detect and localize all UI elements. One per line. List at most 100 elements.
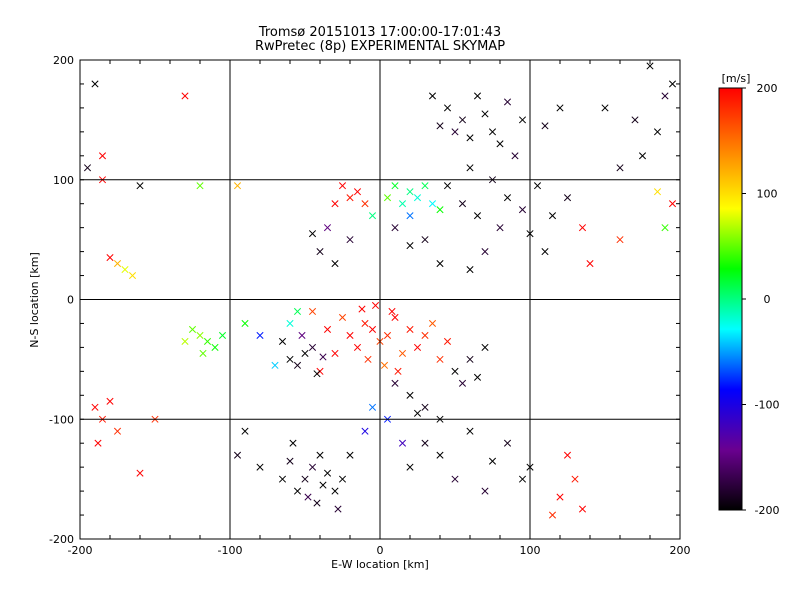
data-point-cross <box>398 349 407 357</box>
data-point-cross <box>199 349 207 357</box>
data-point-cross <box>358 305 366 313</box>
data-point-cross <box>466 164 474 172</box>
data-point-cross <box>346 194 354 202</box>
data-point-cross <box>391 182 399 190</box>
data-point-cross <box>413 194 422 202</box>
data-point-cross <box>256 463 264 471</box>
x-tick-label: -100 <box>218 544 243 557</box>
data-point-cross <box>436 260 444 268</box>
data-point-cross <box>578 505 587 513</box>
y-tick-label: 200 <box>53 54 74 67</box>
data-point-cross <box>383 194 392 202</box>
data-point-cross <box>638 152 647 160</box>
data-point-cross <box>121 266 129 274</box>
data-point-cross <box>556 493 564 501</box>
data-point-cross <box>293 361 302 369</box>
data-point-cross <box>181 337 189 345</box>
data-point-cross <box>256 331 264 339</box>
data-point-cross <box>406 188 414 196</box>
data-point-cross <box>371 301 380 310</box>
data-point-cross <box>346 451 354 459</box>
data-point-cross <box>301 475 309 483</box>
data-point-cross <box>241 427 249 435</box>
data-point-cross <box>451 128 459 136</box>
data-point-cross <box>388 307 396 316</box>
data-point-cross <box>293 487 302 495</box>
data-point-cross <box>451 367 459 375</box>
data-point-cross <box>428 200 437 208</box>
data-point-cross <box>391 313 399 322</box>
plot-frame <box>79 59 681 540</box>
y-tick-label: 100 <box>53 174 74 187</box>
data-point-cross <box>368 325 377 333</box>
data-point-cross <box>653 188 662 196</box>
data-point-cross <box>323 224 332 232</box>
data-point-cross <box>413 409 422 417</box>
data-point-cross <box>323 469 332 477</box>
data-point-cross <box>668 200 677 208</box>
data-point-cross <box>106 254 114 262</box>
data-point-cross <box>481 110 489 118</box>
data-point-cross <box>458 200 467 208</box>
colorbar-tick-label: 200 <box>757 82 778 95</box>
data-point-cross <box>496 140 504 148</box>
data-point-cross <box>91 80 99 88</box>
data-point-cross <box>361 427 369 435</box>
data-point-cross <box>391 224 399 232</box>
data-point-cross <box>518 116 527 124</box>
data-point-cross <box>298 331 306 339</box>
data-point-cross <box>398 439 407 447</box>
data-point-cross <box>518 475 527 483</box>
x-tick-label: 100 <box>520 544 541 557</box>
data-point-cross <box>278 337 287 345</box>
data-point-cross <box>308 463 317 471</box>
data-point-cross <box>391 379 399 387</box>
colorbar-label: [m/s] <box>722 72 751 85</box>
data-point-cross <box>338 182 347 190</box>
y-tick-label: -200 <box>49 533 74 546</box>
data-point-cross <box>466 355 474 363</box>
data-point-cross <box>556 104 564 112</box>
data-point-cross <box>319 481 327 489</box>
data-point-cross <box>308 230 317 238</box>
data-point-cross <box>368 403 377 411</box>
data-point-cross <box>113 260 122 268</box>
data-point-cross <box>304 493 312 501</box>
data-point-cross <box>83 164 92 172</box>
data-point-cross <box>346 331 354 339</box>
data-point-cross <box>421 236 429 244</box>
data-point-cross <box>443 104 452 112</box>
data-point-cross <box>443 337 452 345</box>
data-point-cross <box>436 451 444 459</box>
data-point-cross <box>289 439 297 447</box>
data-point-cross <box>211 343 219 351</box>
data-point-cross <box>563 451 572 459</box>
data-point-cross <box>421 182 429 190</box>
data-point-cross <box>218 331 227 339</box>
data-point-cross <box>668 80 677 88</box>
data-point-cross <box>380 361 389 369</box>
data-point-cross <box>271 361 279 369</box>
data-point-cross <box>481 343 489 351</box>
colorbar-tick-label: -200 <box>755 504 780 517</box>
data-point-cross <box>511 152 519 160</box>
data-point-cross <box>316 451 324 459</box>
data-point-cross <box>233 451 242 459</box>
data-point-cross <box>451 475 459 483</box>
chart-subtitle: RwPretec (8p) EXPERIMENTAL SKYMAP <box>255 39 505 54</box>
x-tick-label: 200 <box>670 544 691 557</box>
data-point-cross <box>136 469 144 477</box>
data-point-cross <box>361 319 369 328</box>
chart-title: Tromsø 20151013 17:00:00-17:01:43 <box>258 25 501 40</box>
data-point-cross <box>353 188 362 196</box>
data-point-cross <box>406 212 414 220</box>
data-point-cross <box>301 349 309 357</box>
data-point-cross <box>548 511 557 519</box>
data-point-cross <box>563 194 572 202</box>
data-point-cross <box>631 116 639 124</box>
data-point-cross <box>361 200 369 208</box>
data-point-cross <box>293 307 302 316</box>
data-point-cross <box>383 331 392 339</box>
data-point-cross <box>473 92 482 100</box>
data-point-cross <box>331 260 339 268</box>
